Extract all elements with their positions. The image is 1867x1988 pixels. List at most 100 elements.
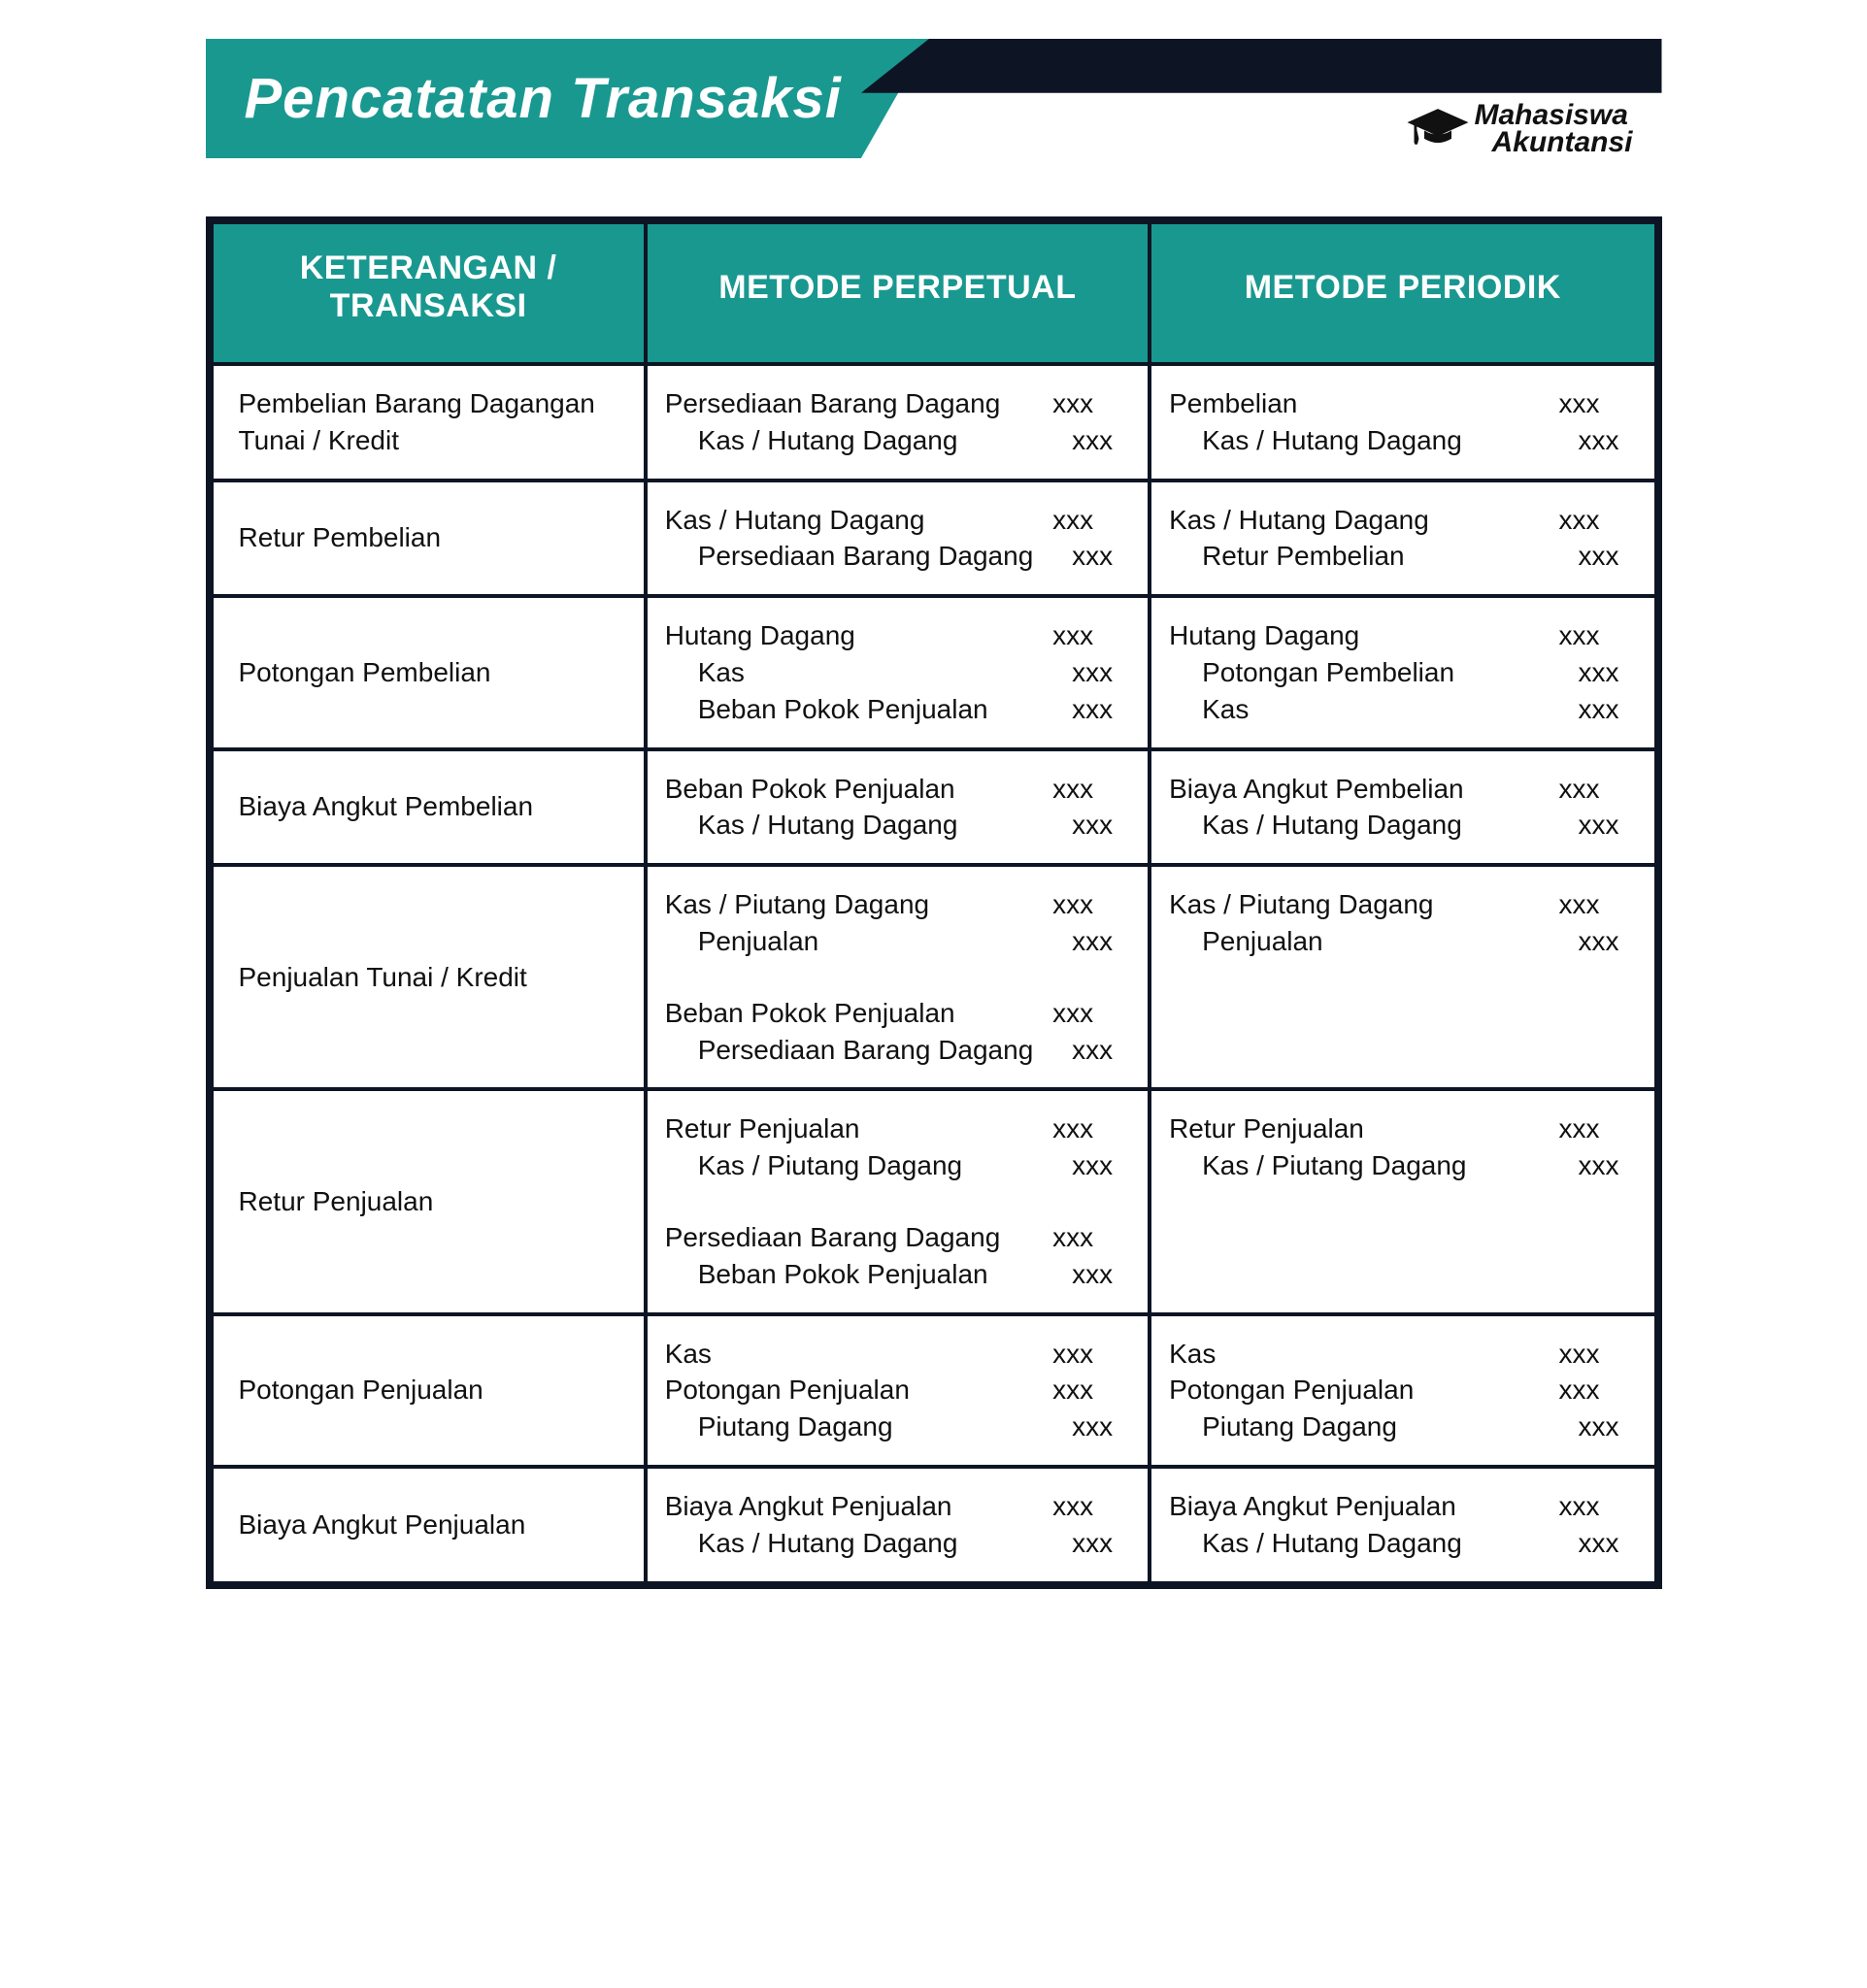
table-header-row: KETERANGAN / TRANSAKSI METODE PERPETUAL …	[214, 224, 1654, 364]
account-name: Kas / Hutang Dagang	[1169, 422, 1462, 459]
account-name: Persediaan Barang Dagang	[665, 1032, 1034, 1069]
amount-placeholder: xxx	[1559, 538, 1637, 575]
amount-placeholder: xxx	[1559, 886, 1637, 923]
account-name: Kas / Hutang Dagang	[665, 422, 958, 459]
amount-placeholder: xxx	[1559, 1110, 1637, 1147]
journal-entry-line: Kas / Piutang Dagangxxx	[665, 1147, 1130, 1184]
journal-entry-line: Beban Pokok Penjualanxxx	[665, 691, 1130, 728]
journal-entry-line: Kasxxx	[665, 654, 1130, 691]
journal-entry-line: Kas / Piutang Dagang xxx	[1169, 886, 1636, 923]
transaction-name: Biaya Angkut Penjualan	[214, 1467, 646, 1581]
amount-placeholder: xxx	[1559, 807, 1637, 844]
transaction-table: KETERANGAN / TRANSAKSI METODE PERPETUAL …	[206, 216, 1662, 1589]
account-name: Persediaan Barang Dagang	[665, 538, 1034, 575]
amount-placeholder: xxx	[1052, 807, 1130, 844]
account-name: Kas	[1169, 691, 1249, 728]
amount-placeholder: xxx	[1559, 1372, 1637, 1408]
table-row: Potongan PembelianHutang DagangxxxKasxxx…	[214, 596, 1654, 748]
transaction-name: Potongan Penjualan	[214, 1314, 646, 1467]
journal-entry-line: Kas / Hutang Dagangxxx	[665, 1525, 1130, 1562]
journal-entries-cell: Beban Pokok PenjualanxxxKas / Hutang Dag…	[646, 749, 1150, 866]
transaction-name: Pembelian Barang Dagangan Tunai / Kredit	[214, 364, 646, 480]
journal-entry-line: Kas xxx	[1169, 691, 1636, 728]
transaction-name: Potongan Pembelian	[214, 596, 646, 748]
table-row: Retur PembelianKas / Hutang Dagang xxx Per…	[214, 480, 1654, 597]
amount-placeholder: xxx	[1052, 538, 1130, 575]
journal-entry-line: Potongan Penjualan xxx	[665, 1372, 1130, 1408]
amount-placeholder: xxx	[1559, 654, 1637, 691]
journal-entries-cell: PembelianxxxKas / Hutang Dagangxxx	[1150, 364, 1653, 480]
account-name: Penjualan	[665, 923, 819, 960]
account-name: Kas	[665, 1336, 712, 1373]
journal-entries-cell: Biaya Angkut Pembelian xxxKas / Hutang Da…	[1150, 749, 1653, 866]
journal-entries-cell: Hutang Dagang xxxPotongan PembelianxxxKas…	[1150, 596, 1653, 748]
journal-entry-line: Kas / Hutang Dagangxxx	[1169, 807, 1636, 844]
amount-placeholder: xxx	[1559, 1488, 1637, 1525]
account-name: Kas / Hutang Dagang	[665, 807, 958, 844]
amount-placeholder: xxx	[1559, 923, 1637, 960]
amount-placeholder: xxx	[1559, 617, 1637, 654]
journal-entry-line: Retur Penjualan xxx	[1169, 1110, 1636, 1147]
journal-entry-line: Hutang Dagangxxx	[665, 617, 1130, 654]
journal-entry-line: Retur Penjualanxxx	[665, 1110, 1130, 1147]
account-name: Beban Pokok Penjualan	[665, 1256, 988, 1293]
journal-entry-line: Kas / Hutang Dagang xxx	[1169, 422, 1636, 459]
amount-placeholder: xxx	[1559, 502, 1637, 539]
account-name: Potongan Penjualan	[665, 1372, 910, 1408]
journal-entry-line: Beban Pokok Penjualanxxx	[665, 771, 1130, 808]
journal-entry-line: Kas / Hutang Dagang xxx	[1169, 502, 1636, 539]
account-name: Retur Pembelian	[1169, 538, 1405, 575]
page-title: Pencatatan Transaksi	[206, 39, 929, 158]
account-name: Potongan Penjualan	[1169, 1372, 1414, 1408]
table-row: Biaya Angkut Penjualan Biaya Angkut Penju…	[214, 1467, 1654, 1581]
journal-entries-cell: Kas / Piutang DagangxxxPenjualanxxxBeban…	[646, 865, 1150, 1089]
amount-placeholder: xxx	[1559, 771, 1637, 808]
col-header-perpetual: METODE PERPETUAL	[646, 224, 1150, 364]
journal-entries-cell: Kas / Hutang Dagang xxx Retur Pembelian xxx	[1150, 480, 1653, 597]
amount-placeholder: xxx	[1559, 1525, 1637, 1562]
account-name: Retur Penjualan	[665, 1110, 860, 1147]
amount-placeholder: xxx	[1052, 1256, 1130, 1293]
account-name: Kas / Hutang Dagang	[1169, 502, 1429, 539]
account-name: Beban Pokok Penjualan	[665, 995, 955, 1032]
journal-entry-line: Kas / Hutang Dagang xxx	[665, 422, 1130, 459]
journal-entries-cell: Retur PenjualanxxxKas / Piutang Dagangxx…	[646, 1089, 1150, 1313]
journal-entry-line: Persediaan Barang Dagangxxx	[665, 1219, 1130, 1256]
journal-entry-line: Biaya Angkut Penjualanxxx	[665, 1488, 1130, 1525]
account-name: Kas	[1169, 1336, 1216, 1373]
amount-placeholder: xxx	[1559, 422, 1637, 459]
account-name: Kas / Hutang Dagang	[1169, 1525, 1462, 1562]
journal-entry-line: Kas / Piutang Dagangxxx	[665, 886, 1130, 923]
journal-entry-line: Retur Pembelian xxx	[1169, 538, 1636, 575]
journal-entries-cell: Kas / Piutang DagangxxxPenjualanxxx	[1150, 865, 1653, 1089]
journal-entry-line: Persediaan Barang Dagangxxx	[665, 385, 1130, 422]
account-name: Piutang Dagang	[1169, 1408, 1397, 1445]
journal-entry-line: Piutang Dagangxxx	[665, 1408, 1130, 1445]
journal-entry-line: Potongan Pembelianxxx	[1169, 654, 1636, 691]
journal-entries-cell: Biaya Angkut PenjualanxxxKas / Hutang Da…	[646, 1467, 1150, 1581]
account-name: Retur Penjualan	[1169, 1110, 1364, 1147]
logo: Mahasiswa Akuntansi	[1404, 102, 1632, 157]
amount-placeholder: xxx	[1052, 1372, 1130, 1408]
journal-entry-line: Beban Pokok Penjualan xxx	[665, 1256, 1130, 1293]
transaction-name: Biaya Angkut Pembelian	[214, 749, 646, 866]
journal-entry-line: Kas / Hutang Dagang xxx	[665, 807, 1130, 844]
account-name: Biaya Angkut Pembelian	[1169, 771, 1464, 808]
amount-placeholder: xxx	[1559, 691, 1637, 728]
account-name: Kas / Piutang Dagang	[1169, 1147, 1466, 1184]
account-name: Kas / Piutang Dagang	[1169, 886, 1433, 923]
amount-placeholder: xxx	[1052, 1336, 1130, 1373]
amount-placeholder: xxx	[1052, 422, 1130, 459]
header-banner: Pencatatan Transaksi Mahasiswa	[206, 39, 1662, 158]
amount-placeholder: xxx	[1052, 502, 1130, 539]
journal-entries-cell: Biaya Angkut Penjualan xxx Kas / Hutang Da…	[1150, 1467, 1653, 1581]
transaction-name: Penjualan Tunai / Kredit	[214, 865, 646, 1089]
col-header-periodic: METODE PERIODIK	[1150, 224, 1653, 364]
account-name: Hutang Dagang	[1169, 617, 1359, 654]
amount-placeholder: xxx	[1052, 1219, 1130, 1256]
journal-entry-line: Piutang Dagang xxx	[1169, 1408, 1636, 1445]
amount-placeholder: xxx	[1559, 1408, 1637, 1445]
account-name: Biaya Angkut Penjualan	[1169, 1488, 1456, 1525]
amount-placeholder: xxx	[1052, 1488, 1130, 1525]
journal-entry-line: Kas / Piutang Dagangxxx	[1169, 1147, 1636, 1184]
